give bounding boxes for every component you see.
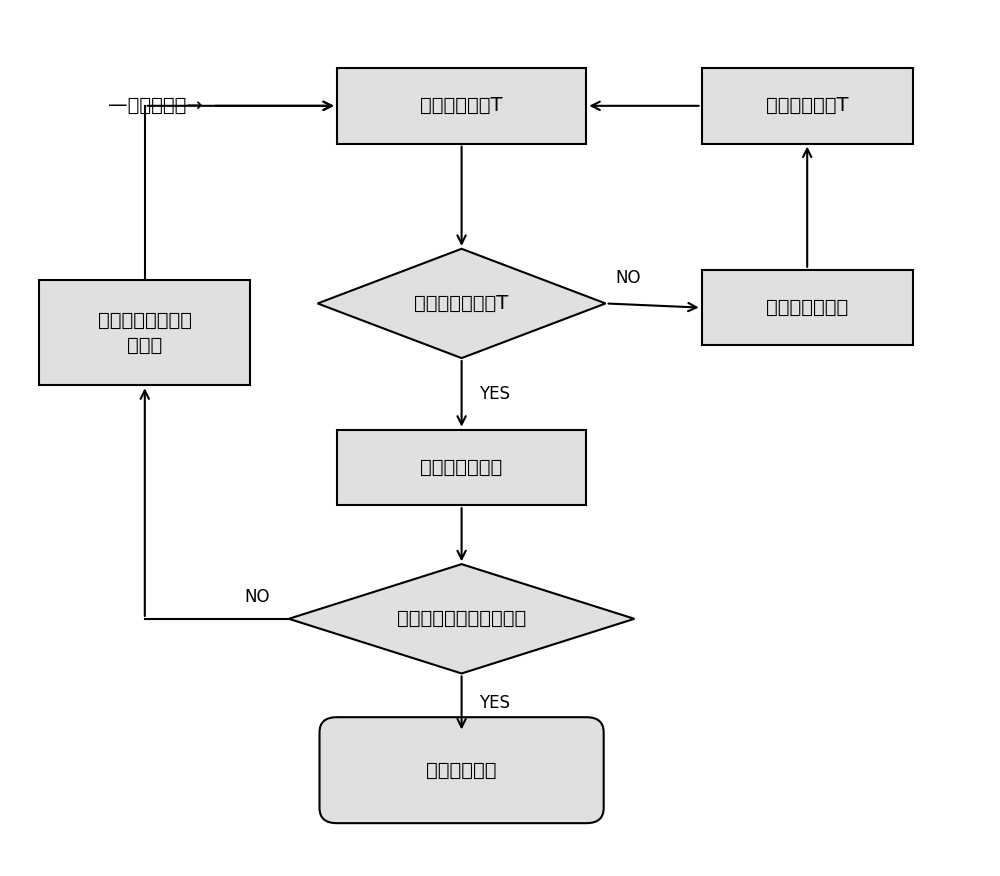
Bar (337, 68, 586, 144)
FancyBboxPatch shape (320, 717, 604, 823)
Text: YES: YES (479, 385, 510, 403)
Text: 当前帧能量大于T: 当前帧能量大于T (414, 294, 509, 313)
Bar (702, 68, 913, 144)
Bar (702, 270, 913, 345)
Text: 端点检测完毕: 端点检测完毕 (426, 760, 497, 780)
Polygon shape (289, 564, 634, 674)
Polygon shape (318, 249, 606, 358)
Text: YES: YES (479, 694, 510, 712)
Text: 更新门限域値T: 更新门限域値T (766, 96, 848, 116)
Bar (337, 429, 586, 505)
Text: 所有语音帧检测是否完毕: 所有语音帧检测是否完毕 (397, 610, 526, 628)
Text: 当前帧为语音帧: 当前帧为语音帧 (420, 458, 503, 477)
Text: 当前帧为噪声帧: 当前帧为噪声帧 (766, 298, 848, 317)
Bar (39, 280, 250, 385)
Text: NO: NO (615, 269, 641, 286)
Text: NO: NO (244, 588, 270, 606)
Text: 计算下一帧语音信
号能量: 计算下一帧语音信 号能量 (98, 311, 192, 355)
Text: —语音帧信号→: —语音帧信号→ (108, 96, 202, 116)
Text: 计算门限阈値T: 计算门限阈値T (420, 96, 503, 116)
